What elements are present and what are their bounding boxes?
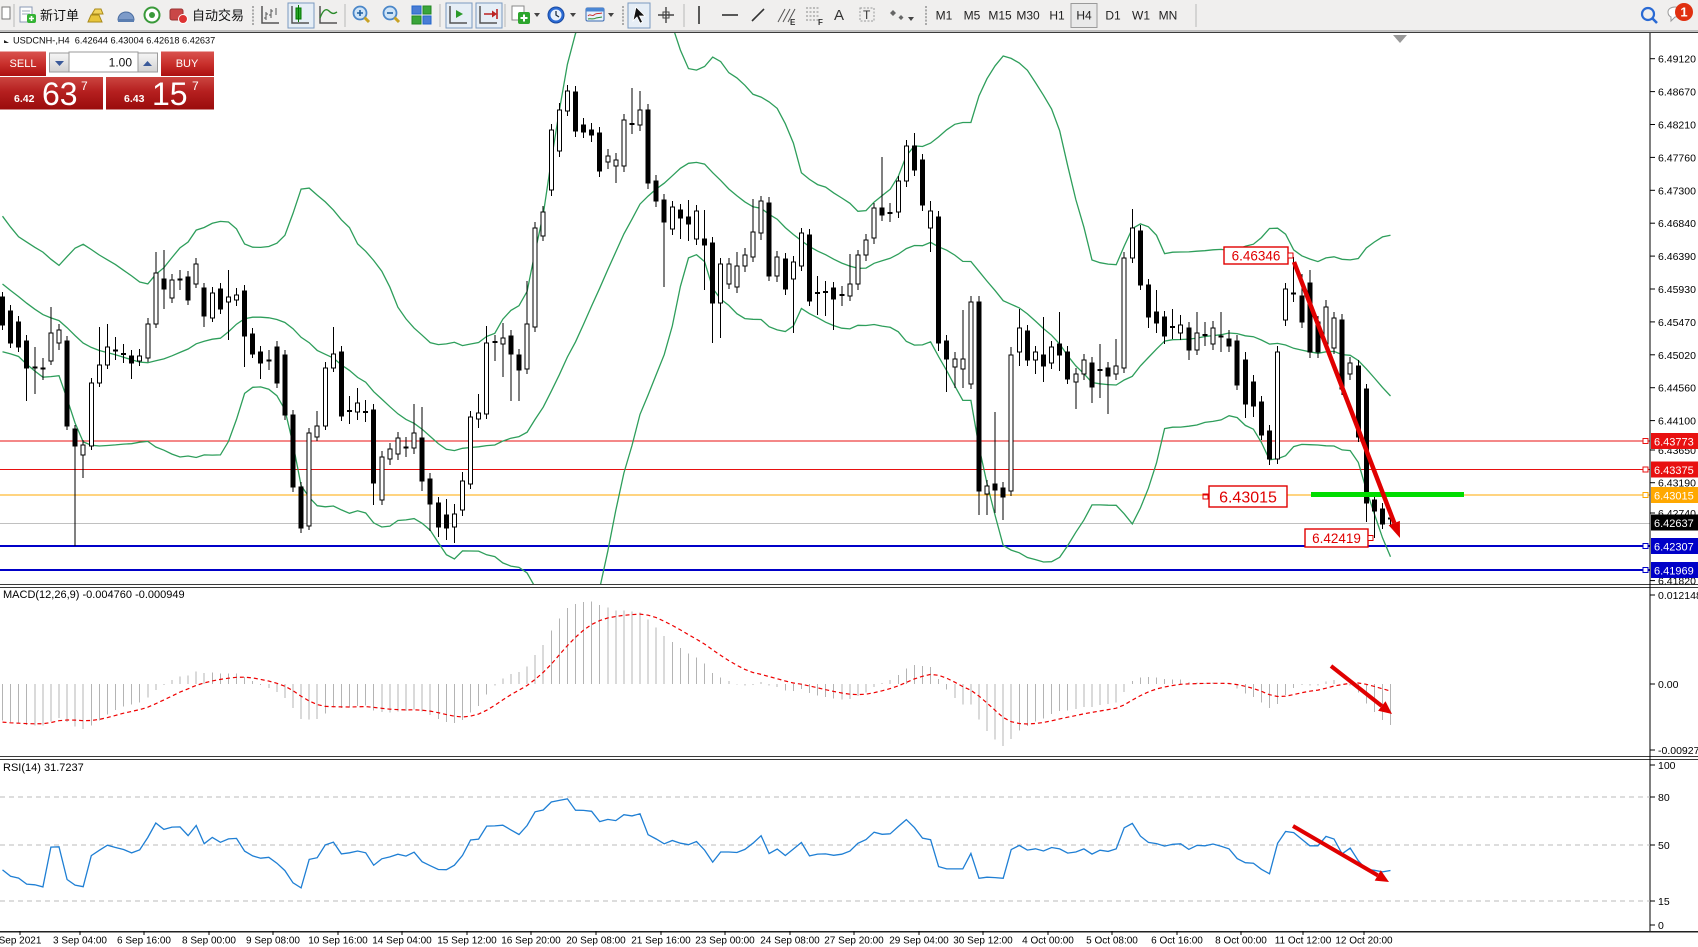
- svg-text:RSI(14) 31.7237: RSI(14) 31.7237: [3, 762, 84, 774]
- svg-text:A: A: [834, 7, 844, 24]
- svg-text:W1: W1: [1132, 9, 1150, 23]
- svg-text:6.44560: 6.44560: [1658, 383, 1696, 395]
- svg-text:6.41820: 6.41820: [1658, 576, 1696, 588]
- svg-text:6 Sep 16:00: 6 Sep 16:00: [117, 936, 171, 947]
- svg-text:M5: M5: [964, 9, 981, 23]
- svg-text:BUY: BUY: [176, 58, 199, 70]
- svg-text:6.41969: 6.41969: [1654, 566, 1694, 578]
- svg-text:0: 0: [1658, 920, 1664, 932]
- svg-text:T: T: [863, 8, 871, 22]
- svg-text:6.47760: 6.47760: [1658, 152, 1696, 164]
- svg-text:7: 7: [192, 79, 199, 93]
- svg-text:15: 15: [152, 76, 188, 112]
- svg-text:6.44100: 6.44100: [1658, 416, 1696, 428]
- svg-text:29 Sep 04:00: 29 Sep 04:00: [889, 936, 949, 947]
- svg-text:4 Oct 00:00: 4 Oct 00:00: [1022, 936, 1074, 947]
- svg-text:5 Oct 08:00: 5 Oct 08:00: [1086, 936, 1138, 947]
- svg-text:6.42637: 6.42637: [1654, 518, 1694, 530]
- svg-text:F: F: [818, 18, 823, 27]
- svg-text:7: 7: [81, 79, 88, 93]
- svg-text:6.43375: 6.43375: [1654, 465, 1694, 477]
- svg-text:100: 100: [1658, 760, 1676, 772]
- svg-text:1.00: 1.00: [109, 56, 133, 70]
- svg-text:M1: M1: [936, 9, 953, 23]
- svg-text:6.45470: 6.45470: [1658, 317, 1696, 329]
- svg-text:50: 50: [1658, 840, 1670, 852]
- svg-text:M30: M30: [1016, 9, 1040, 23]
- svg-text:6.45930: 6.45930: [1658, 284, 1696, 296]
- svg-text:27 Sep 20:00: 27 Sep 20:00: [824, 936, 884, 947]
- svg-text:M15: M15: [988, 9, 1012, 23]
- svg-text:H1: H1: [1049, 9, 1065, 23]
- svg-text:8 Oct 00:00: 8 Oct 00:00: [1215, 936, 1267, 947]
- svg-text:11 Oct 12:00: 11 Oct 12:00: [1275, 936, 1332, 947]
- svg-text:6.42419: 6.42419: [1312, 531, 1361, 546]
- svg-text:6.43: 6.43: [124, 93, 145, 105]
- svg-text:6.43015: 6.43015: [1219, 489, 1277, 506]
- svg-text:6.48210: 6.48210: [1658, 120, 1696, 132]
- svg-text:20 Sep 08:00: 20 Sep 08:00: [566, 936, 626, 947]
- svg-text:15 Sep 12:00: 15 Sep 12:00: [437, 936, 497, 947]
- svg-text:0.00: 0.00: [1658, 679, 1679, 691]
- svg-text:12 Oct 20:00: 12 Oct 20:00: [1335, 936, 1393, 947]
- svg-text:D1: D1: [1105, 9, 1121, 23]
- svg-text:E: E: [790, 18, 796, 27]
- svg-text:Sep 2021: Sep 2021: [0, 936, 42, 947]
- svg-text:30 Sep 12:00: 30 Sep 12:00: [953, 936, 1013, 947]
- svg-text:自动交易: 自动交易: [192, 8, 244, 23]
- svg-text:63: 63: [42, 76, 78, 112]
- svg-text:9 Sep 08:00: 9 Sep 08:00: [246, 936, 300, 947]
- svg-text:USDCNH-,H4 6.42644 6.43004 6.: USDCNH-,H4 6.42644 6.43004 6.42618 6.426…: [13, 36, 215, 46]
- svg-text:H4: H4: [1076, 9, 1092, 23]
- svg-text:23 Sep 00:00: 23 Sep 00:00: [695, 936, 755, 947]
- svg-text:6.46390: 6.46390: [1658, 251, 1696, 263]
- svg-text:6.46840: 6.46840: [1658, 218, 1696, 230]
- svg-text:14 Sep 04:00: 14 Sep 04:00: [372, 936, 432, 947]
- svg-text:6.49120: 6.49120: [1658, 54, 1696, 66]
- svg-text:1: 1: [1680, 5, 1687, 20]
- svg-text:24 Sep 08:00: 24 Sep 08:00: [760, 936, 820, 947]
- svg-text:6.42: 6.42: [14, 93, 35, 105]
- svg-text:6 Oct 16:00: 6 Oct 16:00: [1151, 936, 1203, 947]
- svg-text:6.43015: 6.43015: [1654, 491, 1694, 503]
- svg-text:8 Sep 00:00: 8 Sep 00:00: [182, 936, 236, 947]
- svg-text:6.42307: 6.42307: [1654, 542, 1694, 554]
- svg-text:80: 80: [1658, 792, 1670, 804]
- svg-text:6.47300: 6.47300: [1658, 185, 1696, 197]
- svg-text:15: 15: [1658, 896, 1670, 908]
- svg-text:6.45020: 6.45020: [1658, 350, 1696, 362]
- svg-text:MACD(12,26,9) -0.004760 -0.000: MACD(12,26,9) -0.004760 -0.000949: [3, 589, 185, 601]
- svg-text:SELL: SELL: [10, 58, 37, 70]
- svg-text:10 Sep 16:00: 10 Sep 16:00: [308, 936, 368, 947]
- svg-text:0.012148: 0.012148: [1658, 590, 1698, 602]
- svg-text:6.43190: 6.43190: [1658, 478, 1696, 490]
- svg-text:新订单: 新订单: [40, 8, 79, 23]
- svg-text:16 Sep 20:00: 16 Sep 20:00: [501, 936, 561, 947]
- svg-text:21 Sep 16:00: 21 Sep 16:00: [631, 936, 691, 947]
- svg-text:-0.00927: -0.00927: [1658, 745, 1698, 757]
- svg-text:6.48670: 6.48670: [1658, 87, 1696, 99]
- svg-text:3 Sep 04:00: 3 Sep 04:00: [53, 936, 107, 947]
- svg-text:6.46346: 6.46346: [1232, 248, 1281, 263]
- svg-text:MN: MN: [1159, 9, 1178, 23]
- svg-text:6.43773: 6.43773: [1654, 437, 1694, 449]
